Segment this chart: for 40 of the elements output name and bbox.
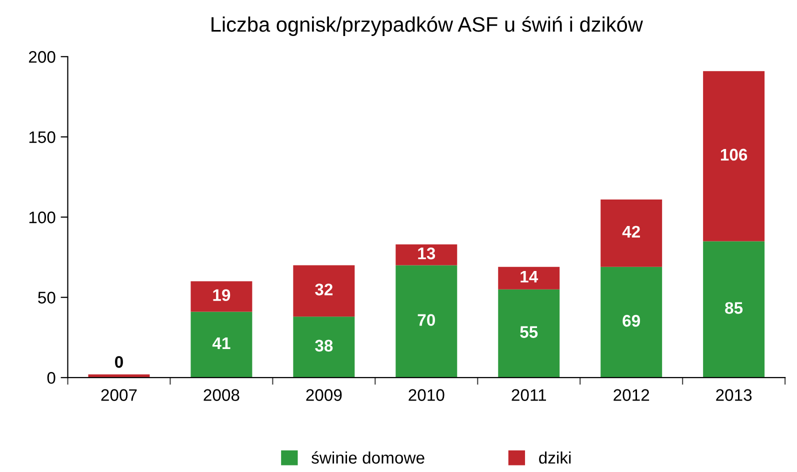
data-label: 42 bbox=[622, 226, 640, 238]
bar bbox=[703, 241, 765, 378]
data-label: 14 bbox=[520, 270, 538, 282]
y-tick-label: 150 bbox=[29, 131, 56, 144]
bar bbox=[600, 266, 662, 378]
bar bbox=[396, 265, 458, 378]
data-label: 38 bbox=[315, 340, 333, 352]
y-tick-label: 0 bbox=[47, 372, 56, 384]
bar bbox=[293, 316, 355, 378]
bar bbox=[190, 312, 252, 378]
y-tick-label: 100 bbox=[29, 212, 56, 224]
x-tick-label: 2012 bbox=[614, 389, 650, 401]
x-tick-label: 2008 bbox=[204, 389, 240, 401]
data-label: 70 bbox=[418, 314, 435, 326]
data-label: 19 bbox=[213, 289, 230, 302]
x-tick-label: 2013 bbox=[716, 389, 752, 401]
bar bbox=[600, 199, 662, 267]
y-tick-label: 50 bbox=[38, 292, 56, 304]
data-label: 69 bbox=[622, 314, 640, 327]
legend-label: dziki bbox=[539, 451, 571, 464]
data-label: 55 bbox=[520, 326, 538, 338]
bar bbox=[293, 265, 355, 317]
x-tick-label: 2010 bbox=[408, 389, 444, 401]
data-label: 106 bbox=[720, 148, 748, 161]
bar bbox=[396, 244, 458, 266]
data-label: 32 bbox=[315, 284, 333, 296]
bar bbox=[190, 281, 252, 312]
x-tick-label: 2011 bbox=[512, 389, 546, 401]
data-label: 85 bbox=[725, 302, 743, 314]
legend-label: świnie domowe bbox=[312, 451, 424, 464]
y-tick-label: 200 bbox=[28, 51, 56, 63]
data-label: 41 bbox=[212, 338, 230, 350]
bar bbox=[498, 266, 560, 290]
chart-title: Liczba ognisk/przypadków ASF u świń i dzików bbox=[212, 16, 643, 36]
bar bbox=[703, 71, 765, 242]
data-label: 13 bbox=[418, 248, 436, 260]
bar bbox=[498, 289, 560, 378]
x-tick-label: 2009 bbox=[306, 389, 342, 401]
x-tick-label: 2007 bbox=[101, 389, 137, 401]
data-label: 0 bbox=[115, 356, 123, 368]
